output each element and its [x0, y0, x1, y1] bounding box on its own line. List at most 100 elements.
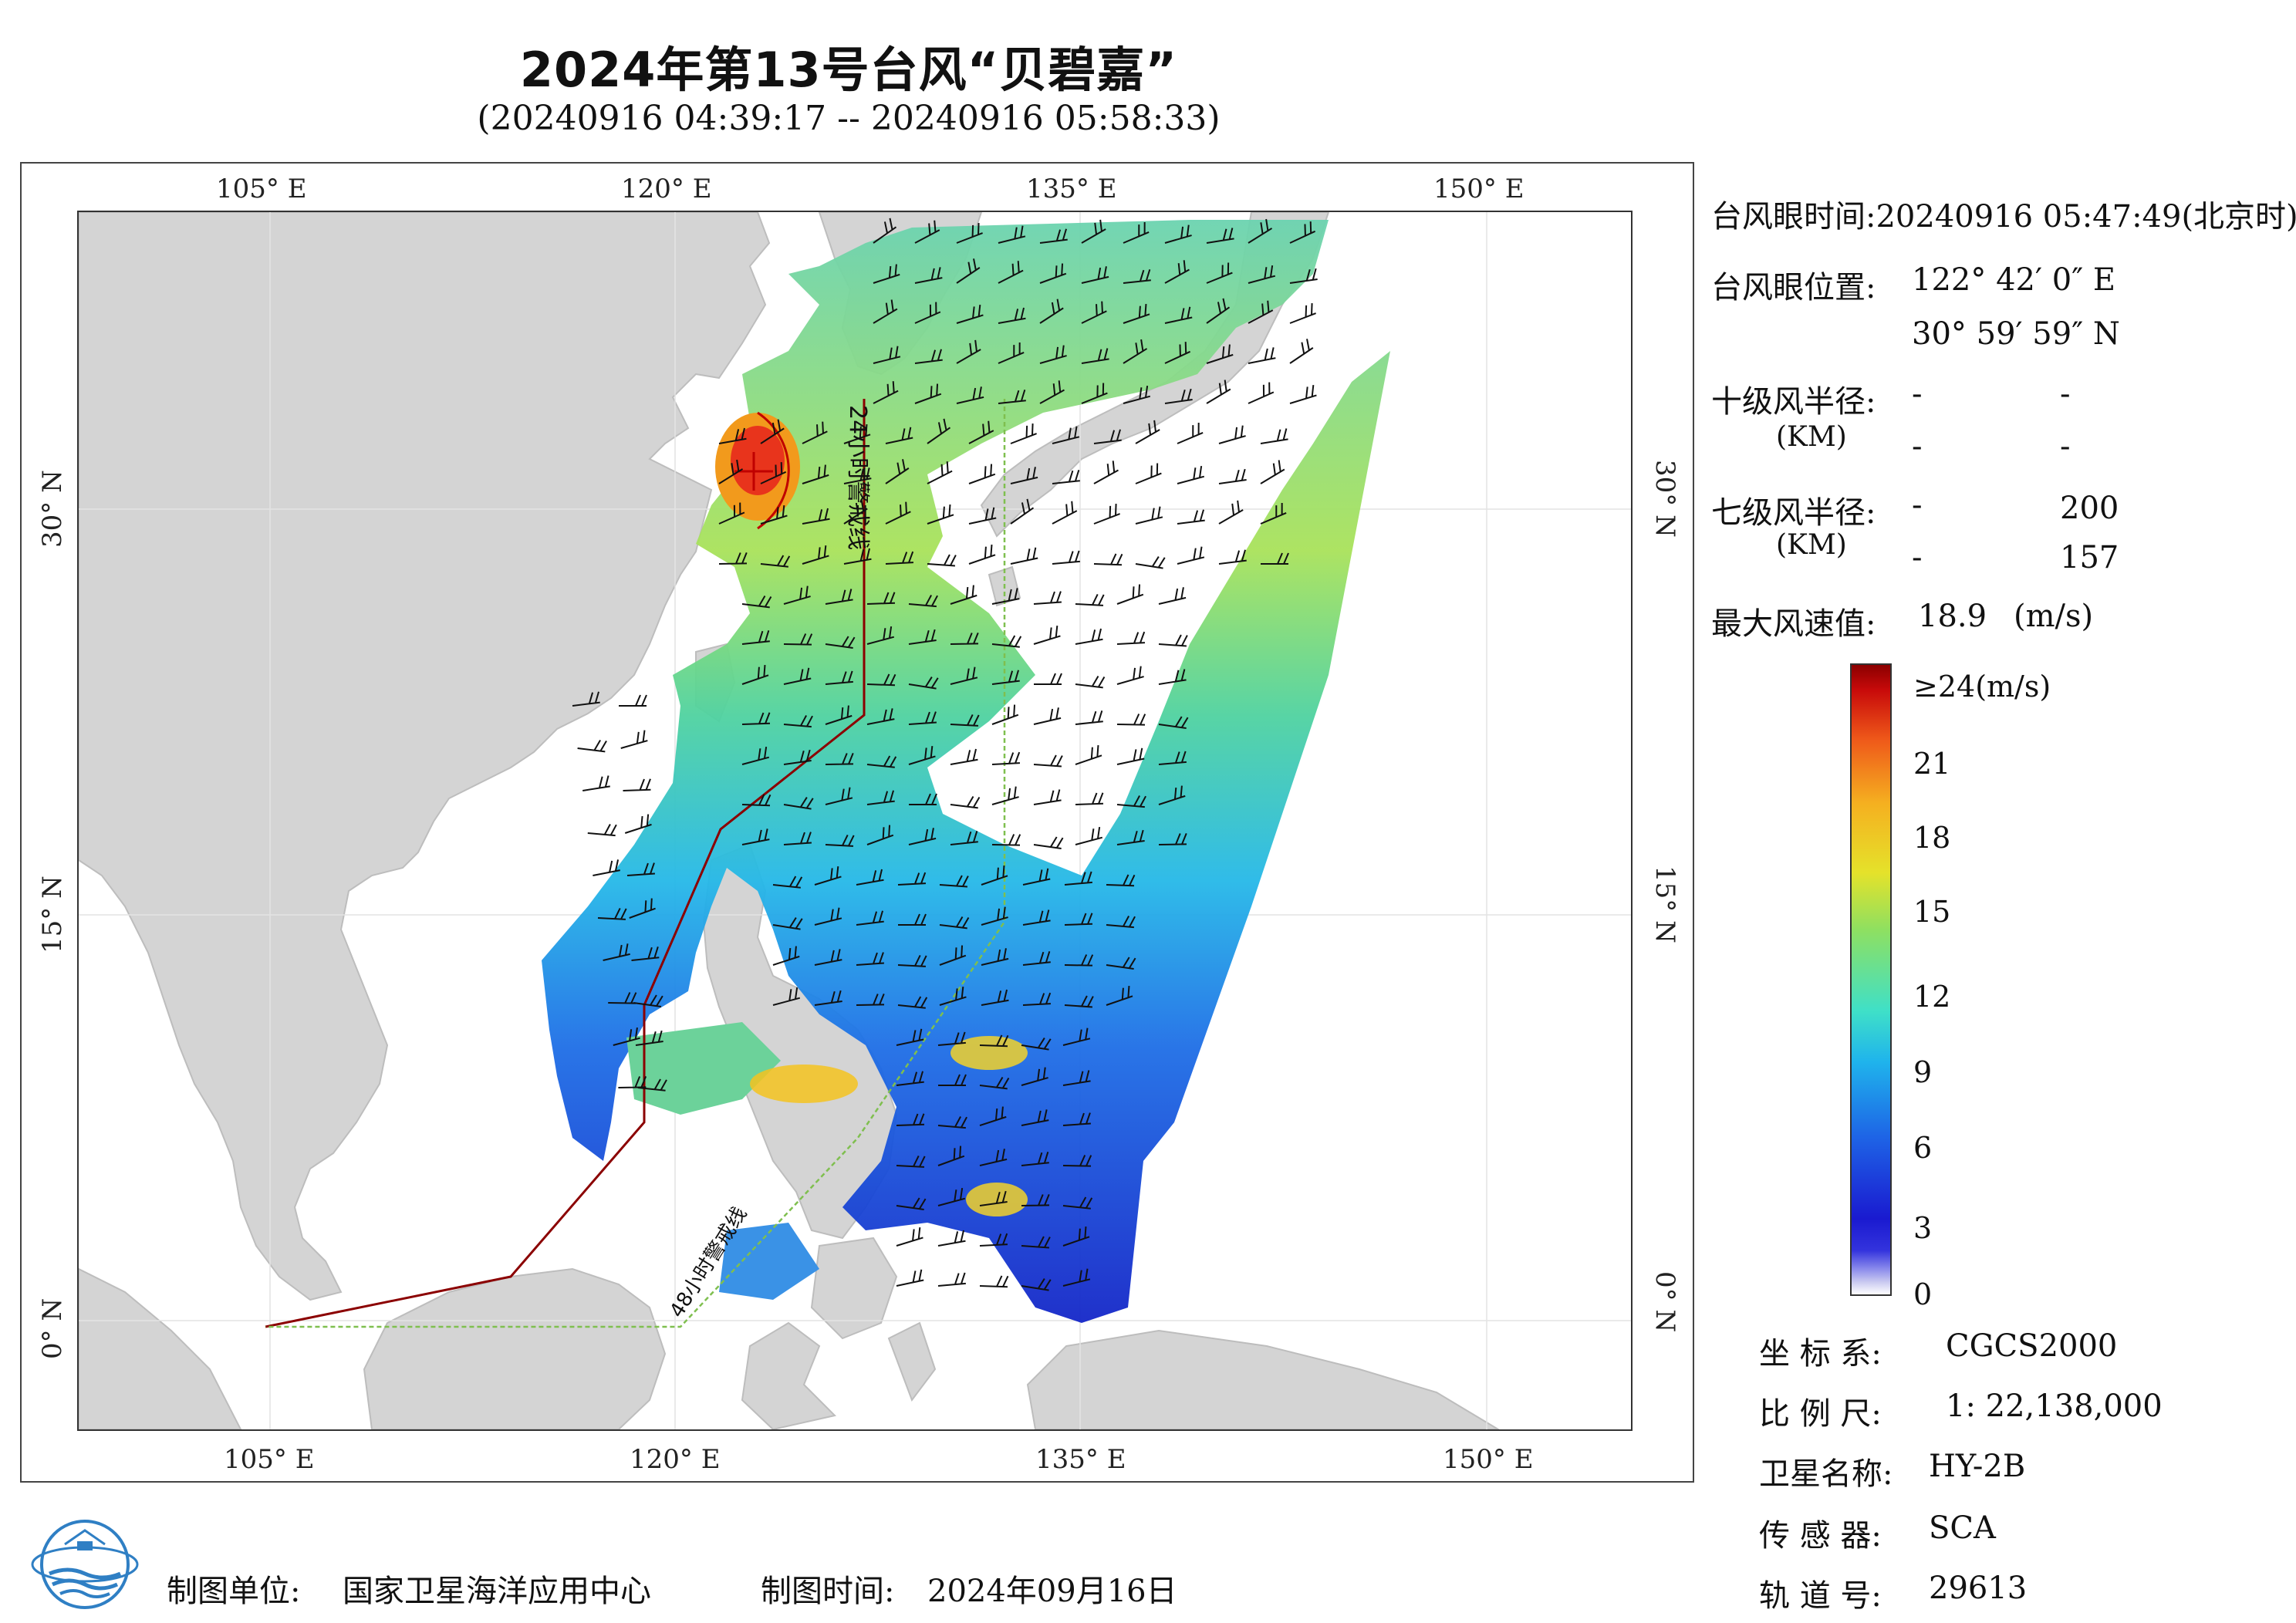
wind-barb — [1039, 228, 1068, 244]
wind-barb — [1052, 470, 1080, 484]
wind-barb — [885, 501, 911, 525]
wind-barb — [1123, 339, 1148, 364]
warning-line-24h — [265, 399, 866, 1328]
typhoon-eye-marker[interactable] — [734, 411, 790, 530]
wind-barb — [1075, 628, 1103, 645]
wind-barb — [1075, 827, 1103, 845]
wind-barb — [896, 1113, 925, 1126]
colorbar-label-18: 18 — [1913, 821, 1951, 855]
wind-barb — [620, 730, 648, 749]
wind-barb — [866, 708, 895, 725]
wind-barb — [991, 635, 1022, 648]
wind-barb — [760, 419, 785, 444]
wind-barb — [741, 794, 772, 807]
wind-barb — [1022, 868, 1051, 886]
wind-barb — [1093, 553, 1123, 566]
wind-barb — [1206, 262, 1233, 284]
wind-barb — [981, 906, 1008, 926]
wind-barb — [914, 383, 942, 404]
meta-crs-value: CGCS2000 — [1946, 1328, 2118, 1364]
wind-barb — [1116, 829, 1145, 845]
wind-barb — [631, 946, 660, 961]
wind-barb — [760, 462, 787, 484]
wind-barb — [927, 504, 954, 525]
wind-barb — [856, 952, 884, 966]
meta-orbit-label: 轨 道 号: — [1759, 1578, 1882, 1614]
wind-barb — [1081, 219, 1106, 244]
wind-barb — [582, 775, 610, 791]
wind-barb — [1062, 1268, 1091, 1287]
wind-barb — [802, 464, 829, 484]
wind-barb — [760, 504, 788, 525]
wind-barb — [741, 630, 770, 645]
wind-barb — [825, 670, 853, 685]
wind-barb — [1093, 461, 1119, 484]
eye-time-line: 台风眼时间:20240916 05:47:49(北京时) — [1711, 191, 2296, 236]
wind-barb — [619, 694, 647, 707]
wind-barb — [814, 949, 842, 966]
wind-barb — [1177, 509, 1205, 525]
wind-barb — [1052, 501, 1078, 525]
lon-tick-top-120: 120° E — [621, 174, 712, 204]
wind-barb — [1206, 228, 1234, 244]
meta-satellite-value: HY-2B — [1929, 1449, 2026, 1484]
wind-barb — [1081, 301, 1107, 324]
wind-barb — [1206, 298, 1231, 324]
wind-barb — [896, 1269, 924, 1287]
wind-barb — [939, 875, 969, 888]
wind-barb — [1039, 345, 1067, 364]
wind-barb — [825, 787, 853, 805]
wind-barb — [783, 585, 811, 605]
wind-barb — [608, 992, 637, 1004]
wind-barb — [979, 1077, 1010, 1090]
wind-barb — [956, 339, 981, 364]
lon-tick-top-105: 105° E — [216, 174, 307, 204]
wind-barb — [1052, 426, 1080, 444]
wind-barbs — [572, 218, 1318, 1291]
colorbar-label-21: 21 — [1913, 747, 1951, 781]
wind-barb — [1022, 951, 1051, 966]
wind-barb — [1135, 420, 1160, 444]
wind-barb — [1033, 625, 1061, 645]
meta-orbit-value: 29613 — [1929, 1571, 2028, 1606]
wind-barb — [1033, 754, 1063, 768]
wind-barb — [908, 677, 939, 690]
wind-barb — [1123, 269, 1151, 284]
wind-barb — [1289, 339, 1314, 364]
wind-barb — [1261, 552, 1289, 565]
wind-barb — [897, 996, 928, 1009]
wind-barb — [873, 299, 898, 324]
wind-barb — [998, 225, 1026, 244]
wind-barb — [718, 502, 745, 525]
lon-tick-bottom-135: 135° E — [1035, 1444, 1126, 1475]
wind-barb — [843, 467, 872, 484]
lon-tick-top-135: 135° E — [1026, 174, 1117, 204]
wind-barb — [772, 987, 801, 1006]
meta-sensor-label: 传 感 器: — [1759, 1518, 1882, 1554]
wind-barb — [1218, 500, 1244, 525]
wind-barb — [1164, 224, 1192, 244]
wind-barb — [950, 748, 978, 765]
wind-barb — [802, 421, 828, 444]
wind-barb — [979, 1106, 1007, 1126]
wind-barb — [981, 948, 1009, 966]
r10-value-3: - — [1912, 429, 1923, 464]
wind-barb — [1135, 556, 1166, 569]
wind-barb — [873, 218, 897, 244]
wind-barb — [783, 749, 812, 765]
wind-barb — [635, 1030, 663, 1046]
wind-barb — [896, 1028, 924, 1046]
wind-barb — [981, 865, 1008, 886]
wind-barb — [1064, 871, 1092, 886]
wind-barb — [772, 946, 800, 966]
wind-barb — [1062, 1226, 1090, 1247]
wind-barb — [991, 786, 1019, 805]
wind-field-map[interactable]: 24小时警戒线 48小时警戒线 — [77, 211, 1633, 1431]
wind-barb — [825, 636, 856, 650]
wind-barb — [998, 307, 1026, 324]
footer-unit-label: 制图单位: — [167, 1574, 301, 1609]
wind-barb — [1206, 344, 1234, 364]
wind-barb — [968, 464, 996, 484]
lat-tick-right-15: 15° N — [1649, 865, 1680, 943]
wind-barb — [956, 386, 984, 404]
